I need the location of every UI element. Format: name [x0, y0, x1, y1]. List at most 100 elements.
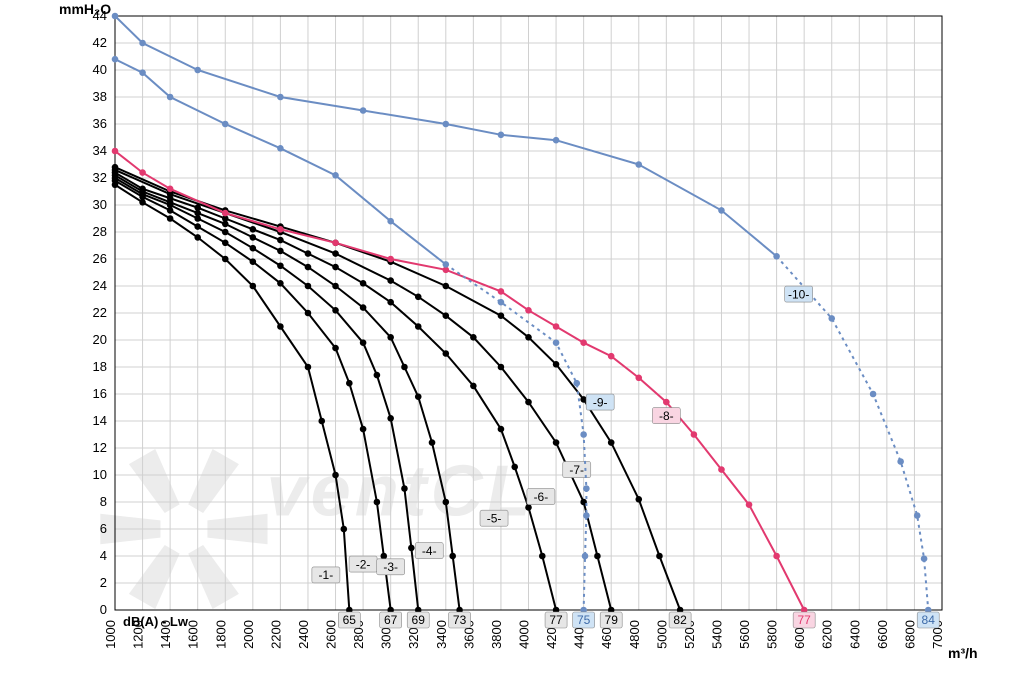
ytick-label: 30: [93, 197, 107, 212]
series-1-marker: [222, 256, 229, 263]
ytick-label: 22: [93, 305, 107, 320]
series-7-marker: [656, 553, 663, 560]
series-7-marker: [112, 164, 119, 171]
series-9-marker: [139, 69, 146, 76]
ytick-label: 20: [93, 332, 107, 347]
series-5-marker: [498, 426, 505, 433]
series-10-marker: [921, 555, 928, 562]
series-3-marker: [332, 307, 339, 314]
series-3-marker: [408, 545, 415, 552]
series-1-marker: [305, 364, 312, 371]
series-8-marker: [718, 466, 725, 473]
series-7-marker: [443, 283, 450, 290]
xtick-label: 1000: [103, 620, 118, 649]
series-9-line: [446, 264, 587, 610]
series-2-marker: [277, 280, 284, 287]
series-5-marker: [539, 553, 546, 560]
series-10-marker: [870, 391, 877, 398]
series-8-marker: [663, 399, 670, 406]
series-4-marker: [387, 334, 394, 341]
series-6-marker: [594, 553, 601, 560]
series-5-marker: [360, 280, 367, 287]
xtick-label: 5000: [654, 620, 669, 649]
series-4-db-label: 73: [453, 613, 467, 627]
series-6-marker: [415, 294, 422, 301]
series-6-marker: [525, 399, 532, 406]
series-8-line: [115, 151, 804, 610]
series-10-marker: [112, 13, 119, 20]
series-8-marker: [635, 375, 642, 382]
xtick-label: 5400: [709, 620, 724, 649]
series-7-marker: [498, 312, 505, 319]
series-5-marker: [332, 264, 339, 271]
xtick-label: 6600: [875, 620, 890, 649]
series-1-marker: [194, 234, 201, 241]
series-8-marker: [498, 288, 505, 295]
series-9-marker: [583, 485, 590, 492]
series-4-marker: [401, 364, 408, 371]
xtick-label: 4000: [517, 620, 532, 649]
series-10-marker: [828, 315, 835, 322]
series-8-marker: [580, 339, 587, 346]
series-2-marker: [332, 345, 339, 352]
ytick-label: 4: [100, 548, 107, 563]
series-5-marker: [511, 464, 518, 471]
series-8-marker: [773, 553, 780, 560]
series-7-marker: [553, 361, 560, 368]
series-8-marker: [553, 323, 560, 330]
ytick-label: 28: [93, 224, 107, 239]
xtick-label: 6200: [820, 620, 835, 649]
series-7-label: -7-: [569, 463, 584, 477]
series-9-marker: [580, 431, 587, 438]
series-7-line: [115, 167, 680, 610]
series-10-marker: [718, 207, 725, 214]
series-2-marker: [360, 426, 367, 433]
series-8-db-label: 77: [797, 613, 811, 627]
series-5-marker: [139, 186, 146, 193]
ytick-label: 16: [93, 386, 107, 401]
series-9-db-label: 75: [577, 613, 591, 627]
series-8-marker: [277, 226, 284, 233]
series-3-marker: [222, 229, 229, 236]
ytick-label: 26: [93, 251, 107, 266]
series-2-db-label: 67: [384, 613, 398, 627]
series-10-marker: [635, 161, 642, 168]
series-8-marker: [608, 353, 615, 360]
ytick-label: 8: [100, 494, 107, 509]
series-9-label: -9-: [593, 395, 608, 409]
ytick-label: 34: [93, 143, 107, 158]
series-4-label: -4-: [422, 544, 437, 558]
series-8-marker: [525, 307, 532, 314]
series-4-marker: [360, 304, 367, 311]
series-5-marker: [415, 323, 422, 330]
ytick-label: 24: [93, 278, 107, 293]
series-4-line: [115, 175, 460, 610]
series-7-marker: [525, 334, 532, 341]
xtick-label: 5600: [737, 620, 752, 649]
series-6-marker: [498, 364, 505, 371]
series-10-marker: [443, 121, 450, 128]
series-1-marker: [250, 283, 257, 290]
xtick-label: 5800: [765, 620, 780, 649]
ytick-label: 38: [93, 89, 107, 104]
series-4-marker: [277, 248, 284, 255]
series-5-marker: [305, 250, 312, 257]
xtick-label: 4800: [627, 620, 642, 649]
ytick-label: 14: [93, 413, 107, 428]
xtick-label: 3800: [489, 620, 504, 649]
series-1-marker: [167, 215, 174, 222]
series-9-marker: [222, 121, 229, 128]
series-2-marker: [374, 499, 381, 506]
series-6-marker: [332, 250, 339, 257]
series-2-marker: [305, 310, 312, 317]
xtick-label: 1800: [213, 620, 228, 649]
series-5-marker: [443, 350, 450, 357]
series-5-marker: [277, 237, 284, 244]
series-9-marker: [583, 512, 590, 519]
series-7-db-label: 82: [673, 613, 687, 627]
series-10-marker: [139, 40, 146, 47]
xtick-label: 6400: [847, 620, 862, 649]
series-2-marker: [222, 240, 229, 247]
series-6-label: -6-: [534, 490, 549, 504]
series-10-marker: [360, 107, 367, 114]
